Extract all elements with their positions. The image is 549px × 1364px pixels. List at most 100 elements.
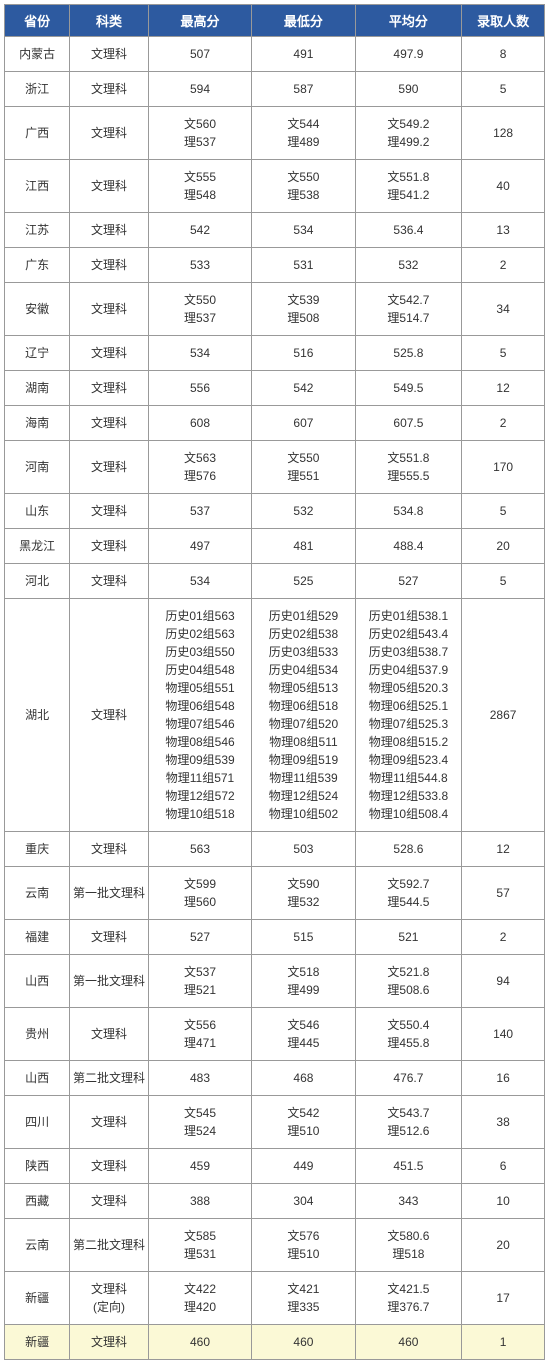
cell-category: 文理科 <box>70 213 149 248</box>
cell-max-score: 533 <box>148 248 251 283</box>
table-row: 湖北文理科历史01组563历史02组563历史03组550历史04组548物理0… <box>5 599 545 832</box>
cell-avg-score: 343 <box>355 1184 462 1219</box>
cell-max-score: 文545理524 <box>148 1096 251 1149</box>
cell-min-score: 531 <box>252 248 355 283</box>
col-province: 省份 <box>5 5 70 37</box>
cell-province: 河南 <box>5 441 70 494</box>
cell-avg-score: 文549.2理499.2 <box>355 107 462 160</box>
cell-category: 文理科 <box>70 529 149 564</box>
table-row: 新疆文理科4604604601 <box>5 1325 545 1360</box>
cell-province: 山西 <box>5 955 70 1008</box>
cell-max-score: 388 <box>148 1184 251 1219</box>
cell-admitted: 8 <box>462 37 545 72</box>
cell-avg-score: 文592.7理544.5 <box>355 867 462 920</box>
cell-min-score: 文544理489 <box>252 107 355 160</box>
cell-avg-score: 文542.7理514.7 <box>355 283 462 336</box>
cell-min-score: 532 <box>252 494 355 529</box>
cell-admitted: 10 <box>462 1184 545 1219</box>
cell-min-score: 587 <box>252 72 355 107</box>
table-row: 新疆文理科(定向)文422理420文421理335文421.5理376.717 <box>5 1272 545 1325</box>
cell-province: 福建 <box>5 920 70 955</box>
cell-province: 浙江 <box>5 72 70 107</box>
cell-province: 河北 <box>5 564 70 599</box>
cell-category: 第一批文理科 <box>70 867 149 920</box>
cell-province: 四川 <box>5 1096 70 1149</box>
cell-admitted: 17 <box>462 1272 545 1325</box>
table-row: 福建文理科5275155212 <box>5 920 545 955</box>
cell-admitted: 140 <box>462 1008 545 1061</box>
col-admitted: 录取人数 <box>462 5 545 37</box>
table-body: 内蒙古文理科507491497.98浙江文理科5945875905广西文理科文5… <box>5 37 545 1360</box>
cell-province: 湖北 <box>5 599 70 832</box>
cell-province: 新疆 <box>5 1325 70 1360</box>
table-row: 浙江文理科5945875905 <box>5 72 545 107</box>
cell-avg-score: 文550.4理455.8 <box>355 1008 462 1061</box>
cell-avg-score: 497.9 <box>355 37 462 72</box>
col-category: 科类 <box>70 5 149 37</box>
cell-admitted: 5 <box>462 72 545 107</box>
cell-province: 广东 <box>5 248 70 283</box>
cell-admitted: 6 <box>462 1149 545 1184</box>
cell-avg-score: 文543.7理512.6 <box>355 1096 462 1149</box>
cell-max-score: 537 <box>148 494 251 529</box>
cell-max-score: 文563理576 <box>148 441 251 494</box>
table-row: 重庆文理科563503528.612 <box>5 832 545 867</box>
table-row: 安徽文理科文550理537文539理508文542.7理514.734 <box>5 283 545 336</box>
cell-avg-score: 525.8 <box>355 336 462 371</box>
cell-province: 江西 <box>5 160 70 213</box>
cell-admitted: 1 <box>462 1325 545 1360</box>
table-row: 贵州文理科文556理471文546理445文550.4理455.8140 <box>5 1008 545 1061</box>
cell-avg-score: 590 <box>355 72 462 107</box>
cell-min-score: 文550理551 <box>252 441 355 494</box>
col-max-score: 最高分 <box>148 5 251 37</box>
cell-min-score: 文539理508 <box>252 283 355 336</box>
cell-admitted: 12 <box>462 371 545 406</box>
col-avg-score: 平均分 <box>355 5 462 37</box>
cell-avg-score: 532 <box>355 248 462 283</box>
cell-max-score: 文585理531 <box>148 1219 251 1272</box>
cell-category: 文理科 <box>70 1008 149 1061</box>
cell-category: 第一批文理科 <box>70 955 149 1008</box>
cell-max-score: 文555理548 <box>148 160 251 213</box>
cell-min-score: 文542理510 <box>252 1096 355 1149</box>
table-row: 广西文理科文560理537文544理489文549.2理499.2128 <box>5 107 545 160</box>
cell-admitted: 2 <box>462 920 545 955</box>
cell-max-score: 594 <box>148 72 251 107</box>
cell-category: 第二批文理科 <box>70 1219 149 1272</box>
cell-admitted: 5 <box>462 494 545 529</box>
cell-max-score: 文537理521 <box>148 955 251 1008</box>
cell-province: 云南 <box>5 1219 70 1272</box>
cell-min-score: 文546理445 <box>252 1008 355 1061</box>
cell-avg-score: 文521.8理508.6 <box>355 955 462 1008</box>
cell-category: 文理科 <box>70 248 149 283</box>
cell-min-score: 449 <box>252 1149 355 1184</box>
cell-province: 辽宁 <box>5 336 70 371</box>
cell-category: 文理科(定向) <box>70 1272 149 1325</box>
cell-admitted: 5 <box>462 564 545 599</box>
cell-category: 第二批文理科 <box>70 1061 149 1096</box>
cell-min-score: 文518理499 <box>252 955 355 1008</box>
cell-avg-score: 历史01组538.1历史02组543.4历史03组538.7历史04组537.9… <box>355 599 462 832</box>
cell-avg-score: 文421.5理376.7 <box>355 1272 462 1325</box>
cell-category: 文理科 <box>70 160 149 213</box>
table-row: 江西文理科文555理548文550理538文551.8理541.240 <box>5 160 545 213</box>
cell-max-score: 历史01组563历史02组563历史03组550历史04组548物理05组551… <box>148 599 251 832</box>
cell-avg-score: 527 <box>355 564 462 599</box>
cell-min-score: 607 <box>252 406 355 441</box>
cell-min-score: 491 <box>252 37 355 72</box>
cell-admitted: 12 <box>462 832 545 867</box>
cell-min-score: 304 <box>252 1184 355 1219</box>
cell-avg-score: 文551.8理555.5 <box>355 441 462 494</box>
cell-category: 文理科 <box>70 1149 149 1184</box>
table-row: 云南第一批文理科文599理560文590理532文592.7理544.557 <box>5 867 545 920</box>
cell-admitted: 94 <box>462 955 545 1008</box>
cell-admitted: 13 <box>462 213 545 248</box>
cell-admitted: 2 <box>462 406 545 441</box>
cell-avg-score: 549.5 <box>355 371 462 406</box>
cell-max-score: 文550理537 <box>148 283 251 336</box>
cell-province: 西藏 <box>5 1184 70 1219</box>
cell-admitted: 2 <box>462 248 545 283</box>
cell-admitted: 16 <box>462 1061 545 1096</box>
cell-category: 文理科 <box>70 1096 149 1149</box>
cell-avg-score: 528.6 <box>355 832 462 867</box>
